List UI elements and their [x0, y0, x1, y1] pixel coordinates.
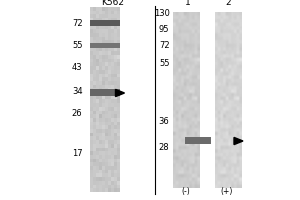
Text: 2: 2	[225, 0, 231, 7]
Text: 1: 1	[184, 0, 190, 7]
Text: 130: 130	[154, 9, 169, 19]
Text: 95: 95	[159, 24, 169, 33]
Text: (-): (-)	[182, 187, 190, 196]
Text: 28: 28	[159, 142, 169, 152]
Polygon shape	[234, 137, 243, 145]
Text: 26: 26	[72, 108, 83, 117]
Text: K562: K562	[101, 0, 124, 7]
Polygon shape	[116, 89, 124, 97]
Text: 43: 43	[72, 62, 83, 72]
Text: 36: 36	[159, 116, 170, 126]
Text: 72: 72	[159, 40, 169, 49]
Text: 17: 17	[72, 148, 83, 158]
Text: (+): (+)	[220, 187, 233, 196]
Text: 34: 34	[72, 88, 83, 97]
Text: 55: 55	[159, 58, 169, 68]
Text: 55: 55	[72, 42, 83, 50]
Text: 72: 72	[72, 19, 83, 27]
